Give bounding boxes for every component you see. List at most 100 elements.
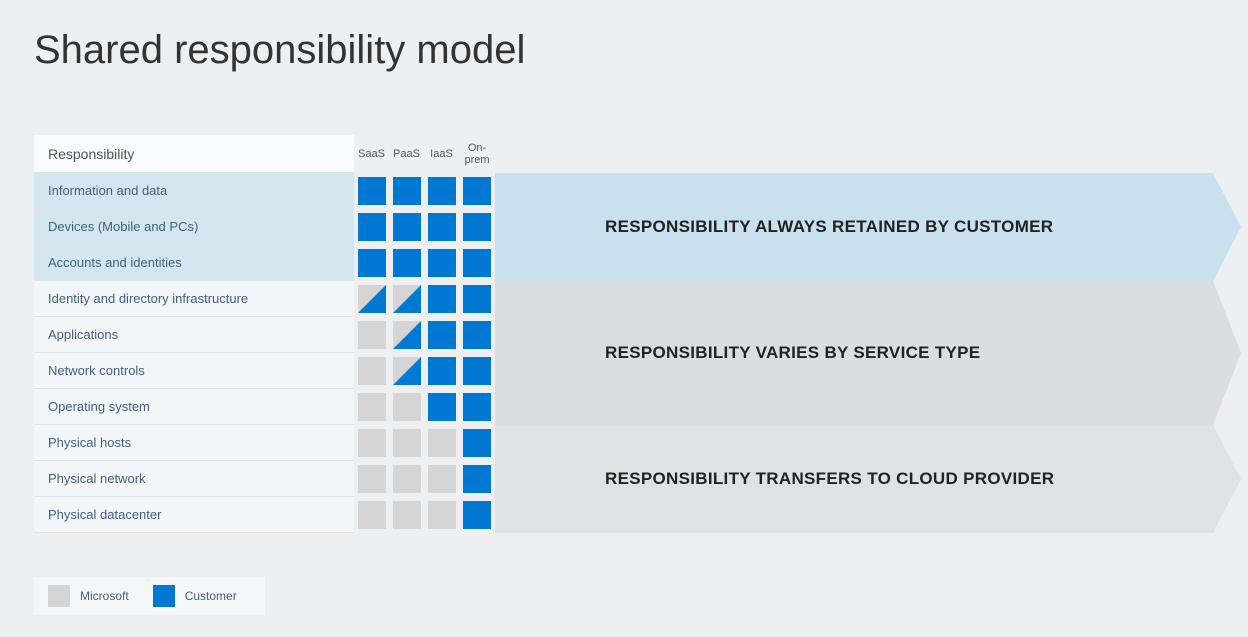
square-customer bbox=[428, 177, 456, 205]
square-microsoft bbox=[358, 429, 386, 457]
col-header-onprem: On-prem bbox=[459, 142, 495, 166]
cell-onprem bbox=[459, 281, 494, 317]
cell-iaas bbox=[424, 245, 459, 281]
legend-swatch-microsoft bbox=[48, 585, 70, 607]
cell-onprem bbox=[459, 461, 494, 497]
cell-iaas bbox=[424, 281, 459, 317]
square-customer bbox=[463, 429, 491, 457]
cell-onprem bbox=[459, 425, 494, 461]
row-label: Physical hosts bbox=[34, 425, 354, 461]
square-microsoft bbox=[358, 357, 386, 385]
row-label: Applications bbox=[34, 317, 354, 353]
row-label: Information and data bbox=[34, 173, 354, 209]
cell-iaas bbox=[424, 461, 459, 497]
cell-iaas bbox=[424, 389, 459, 425]
square-customer bbox=[358, 249, 386, 277]
square-microsoft bbox=[358, 321, 386, 349]
col-header-saas: SaaS bbox=[354, 148, 389, 160]
square-customer bbox=[428, 213, 456, 241]
responsibility-header: Responsibility bbox=[34, 135, 354, 173]
legend-swatch-customer bbox=[153, 585, 175, 607]
cell-paas bbox=[389, 173, 424, 209]
legend-label-microsoft: Microsoft bbox=[80, 589, 129, 603]
cell-saas bbox=[354, 353, 389, 389]
cell-saas bbox=[354, 497, 389, 533]
square-split bbox=[358, 285, 386, 313]
page-title: Shared responsibility model bbox=[0, 0, 1248, 73]
cell-onprem bbox=[459, 245, 494, 281]
square-microsoft bbox=[428, 501, 456, 529]
cell-paas bbox=[389, 425, 424, 461]
cell-saas bbox=[354, 461, 389, 497]
square-customer bbox=[428, 249, 456, 277]
cell-paas bbox=[389, 281, 424, 317]
cell-iaas bbox=[424, 173, 459, 209]
table-header-row: Responsibility SaaS PaaS IaaS On-prem bbox=[34, 135, 1218, 173]
square-microsoft bbox=[393, 393, 421, 421]
row-label: Devices (Mobile and PCs) bbox=[34, 209, 354, 245]
cell-iaas bbox=[424, 425, 459, 461]
square-customer bbox=[358, 213, 386, 241]
square-customer bbox=[463, 321, 491, 349]
cell-onprem bbox=[459, 173, 494, 209]
col-header-paas: PaaS bbox=[389, 148, 424, 160]
diagram-content: Responsibility SaaS PaaS IaaS On-prem In… bbox=[34, 135, 1218, 533]
square-microsoft bbox=[393, 429, 421, 457]
row-label: Physical network bbox=[34, 461, 354, 497]
cell-saas bbox=[354, 281, 389, 317]
square-customer bbox=[393, 249, 421, 277]
cell-iaas bbox=[424, 317, 459, 353]
square-split bbox=[393, 321, 421, 349]
cell-saas bbox=[354, 173, 389, 209]
square-microsoft bbox=[358, 393, 386, 421]
row-label: Physical datacenter bbox=[34, 497, 354, 533]
cell-paas bbox=[389, 245, 424, 281]
square-customer bbox=[428, 285, 456, 313]
square-microsoft bbox=[428, 429, 456, 457]
square-customer bbox=[463, 465, 491, 493]
legend-label-customer: Customer bbox=[185, 589, 237, 603]
cell-paas bbox=[389, 209, 424, 245]
square-customer bbox=[463, 249, 491, 277]
banner-shared: RESPONSIBILITY VARIES BY SERVICE TYPE bbox=[495, 281, 1241, 425]
cell-saas bbox=[354, 425, 389, 461]
cell-iaas bbox=[424, 497, 459, 533]
cell-iaas bbox=[424, 209, 459, 245]
square-microsoft bbox=[428, 465, 456, 493]
cell-onprem bbox=[459, 317, 494, 353]
col-header-iaas: IaaS bbox=[424, 148, 459, 160]
row-label: Operating system bbox=[34, 389, 354, 425]
cell-iaas bbox=[424, 353, 459, 389]
cell-paas bbox=[389, 317, 424, 353]
square-split bbox=[393, 357, 421, 385]
cell-saas bbox=[354, 245, 389, 281]
row-label: Network controls bbox=[34, 353, 354, 389]
square-split bbox=[393, 285, 421, 313]
banner-customer: RESPONSIBILITY ALWAYS RETAINED BY CUSTOM… bbox=[495, 173, 1241, 281]
square-customer bbox=[428, 393, 456, 421]
square-customer bbox=[393, 213, 421, 241]
square-microsoft bbox=[358, 501, 386, 529]
row-label: Accounts and identities bbox=[34, 245, 354, 281]
cell-paas bbox=[389, 461, 424, 497]
cell-onprem bbox=[459, 353, 494, 389]
cell-saas bbox=[354, 209, 389, 245]
cell-saas bbox=[354, 389, 389, 425]
square-customer bbox=[428, 357, 456, 385]
square-customer bbox=[463, 285, 491, 313]
square-microsoft bbox=[358, 465, 386, 493]
cell-paas bbox=[389, 497, 424, 533]
cell-paas bbox=[389, 353, 424, 389]
square-customer bbox=[463, 357, 491, 385]
cell-onprem bbox=[459, 497, 494, 533]
legend: Microsoft Customer bbox=[34, 577, 265, 615]
square-customer bbox=[428, 321, 456, 349]
row-label: Identity and directory infrastructure bbox=[34, 281, 354, 317]
square-customer bbox=[463, 393, 491, 421]
banner-cloud: RESPONSIBILITY TRANSFERS TO CLOUD PROVID… bbox=[495, 425, 1241, 533]
square-customer bbox=[463, 213, 491, 241]
cell-saas bbox=[354, 317, 389, 353]
cell-onprem bbox=[459, 209, 494, 245]
square-microsoft bbox=[393, 501, 421, 529]
cell-paas bbox=[389, 389, 424, 425]
